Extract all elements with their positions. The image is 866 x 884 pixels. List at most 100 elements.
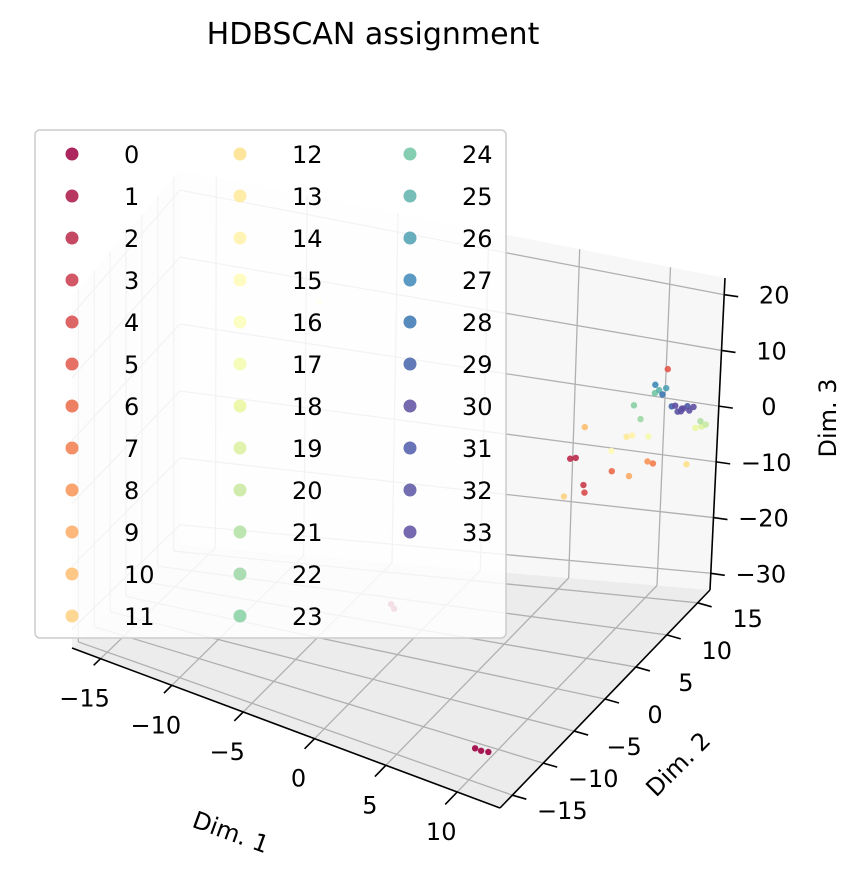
y-axis-label: Dim. 2 [640, 726, 716, 802]
legend-marker-29 [403, 357, 417, 371]
x-axis-line [71, 647, 501, 809]
legend-marker-4 [65, 315, 79, 329]
legend-label-20: 20 [292, 477, 323, 505]
scatter-point-cluster-12 [683, 461, 690, 468]
y-tick-label: −5 [606, 733, 641, 761]
scatter-point-cluster-9 [625, 472, 633, 480]
legend-marker-14 [233, 231, 247, 245]
z-tick-label: 0 [761, 393, 776, 421]
y-tick-label: 5 [678, 669, 693, 697]
x-tick-label: 10 [426, 818, 457, 846]
scatter-point-cluster-26 [663, 384, 670, 392]
scatter-point-cluster-33 [686, 407, 693, 414]
scatter-point-cluster-23 [630, 402, 638, 409]
legend-label-29: 29 [462, 351, 493, 379]
x-tick-mark [304, 738, 316, 750]
legend-marker-30 [403, 399, 417, 413]
y-tick-mark [697, 602, 712, 608]
y-tick-mark [573, 730, 589, 736]
scatter-point-cluster-0 [471, 745, 479, 752]
scatter-point-cluster-6 [608, 467, 615, 475]
legend-marker-12 [233, 147, 247, 161]
legend-label-19: 19 [292, 435, 323, 463]
legend-marker-10 [65, 567, 79, 581]
x-tick-mark [374, 764, 387, 778]
legend-label-17: 17 [292, 351, 323, 379]
z-tick-label: −10 [741, 449, 792, 477]
legend-label-13: 13 [292, 183, 323, 211]
z-tick-label: −30 [735, 560, 786, 588]
legend-marker-22 [233, 567, 247, 581]
scatter-point-cluster-33 [677, 408, 685, 415]
legend-marker-16 [233, 315, 247, 329]
legend-label-1: 1 [124, 183, 139, 211]
scatter-point-cluster-33 [690, 403, 697, 411]
scatter-point-cluster-8 [644, 458, 651, 465]
legend-marker-13 [233, 189, 247, 203]
z-tick-mark [718, 405, 733, 409]
y-gridline-floor [94, 626, 544, 764]
legend-label-6: 6 [124, 393, 139, 421]
z-tick-mark [724, 293, 739, 298]
z-tick-mark [716, 461, 731, 465]
scatter-point-cluster-13 [623, 433, 630, 441]
legend-marker-25 [403, 189, 417, 203]
legend-marker-24 [403, 147, 417, 161]
legend-label-23: 23 [292, 603, 323, 631]
legend-marker-19 [233, 441, 247, 455]
y-tick-label: 10 [701, 637, 732, 665]
legend-label-12: 12 [292, 141, 323, 169]
legend-frame [34, 129, 507, 639]
y-tick-label: −10 [568, 765, 619, 793]
legend-marker-23 [233, 609, 247, 623]
x-tick-label: −10 [131, 711, 182, 739]
scatter-point-cluster-21 [697, 417, 704, 425]
scatter-point-cluster-17 [645, 433, 652, 440]
legend: 0123456789101112131415161718192021222324… [34, 129, 507, 639]
legend-label-8: 8 [124, 477, 139, 505]
scatter-point-cluster-28 [659, 391, 666, 398]
scatter-point-cluster-0 [477, 747, 485, 754]
legend-marker-1 [65, 189, 79, 203]
scatter-point-cluster-2 [566, 455, 574, 462]
scatter-point-cluster-18 [692, 424, 699, 432]
legend-marker-0 [65, 147, 79, 161]
legend-marker-31 [403, 441, 417, 455]
x-tick-label: −5 [210, 738, 245, 766]
y-tick-mark [512, 794, 527, 800]
z-axis-line [709, 277, 726, 591]
x-tick-mark [93, 658, 102, 666]
x-tick-label: 5 [362, 791, 377, 819]
legend-label-28: 28 [462, 309, 493, 337]
legend-label-10: 10 [124, 561, 155, 589]
legend-label-33: 33 [462, 519, 493, 547]
z-tick-mark [713, 516, 728, 521]
scatter-point-cluster-22 [637, 415, 644, 423]
y-tick-label: 15 [732, 605, 763, 633]
x-gridline-back [656, 267, 672, 586]
legend-marker-27 [403, 273, 417, 287]
legend-label-25: 25 [462, 183, 493, 211]
z-tick-mark [721, 349, 736, 354]
legend-label-11: 11 [124, 603, 155, 631]
legend-label-30: 30 [462, 393, 493, 421]
z-axis-label: Dim. 3 [814, 378, 842, 457]
legend-marker-18 [233, 399, 247, 413]
scatter-point-cluster-14 [628, 432, 636, 439]
legend-label-4: 4 [124, 309, 139, 337]
x-tick-mark [233, 711, 244, 722]
x-tick-label: −15 [59, 685, 110, 713]
y-tick-label: 0 [647, 701, 662, 729]
legend-marker-21 [233, 525, 247, 539]
scatter-point-cluster-7 [649, 460, 657, 467]
z-tick-mark [710, 572, 725, 577]
legend-label-2: 2 [124, 225, 139, 253]
legend-marker-11 [65, 609, 79, 623]
legend-marker-20 [233, 483, 247, 497]
scatter-point-cluster-33 [672, 402, 679, 409]
y-tick-mark [666, 634, 681, 640]
legend-label-9: 9 [124, 519, 139, 547]
legend-label-16: 16 [292, 309, 323, 337]
scatter-point-cluster-15 [608, 447, 615, 455]
